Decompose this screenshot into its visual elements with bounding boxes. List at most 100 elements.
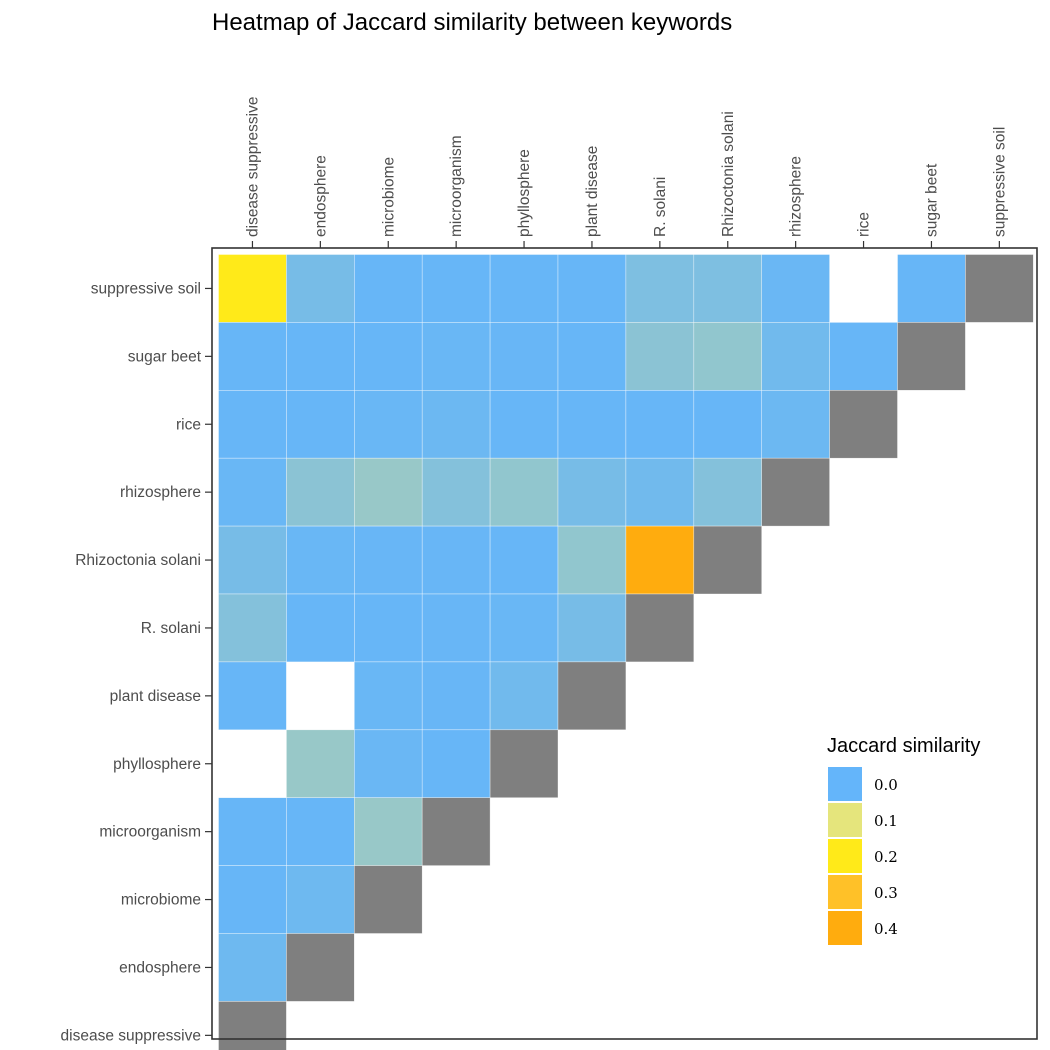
heatmap-cell: [218, 933, 287, 1002]
x-tick-label: Rhizoctonia solani: [720, 111, 737, 237]
heatmap-cell: [489, 457, 559, 527]
heatmap-cell: [353, 525, 423, 595]
x-tick-label: microorganism: [448, 135, 465, 237]
x-tick-label: plant disease: [584, 146, 601, 237]
heatmap-cell: [761, 457, 830, 527]
heatmap-cell: [218, 593, 287, 663]
heatmap-cell: [218, 322, 287, 391]
heatmap-cell: [625, 322, 695, 391]
legend-label: 0.3: [874, 884, 898, 902]
y-tick-label: R. solani: [141, 620, 201, 637]
y-tick-label: microorganism: [99, 824, 201, 841]
heatmap-cell: [625, 457, 695, 527]
heatmap-cell: [489, 254, 559, 323]
heatmap-cell: [286, 593, 355, 663]
heatmap-cell: [286, 389, 355, 459]
heatmap-cell: [693, 254, 762, 323]
x-tick-label: R. solani: [652, 177, 669, 237]
heatmap-cell: [897, 254, 966, 323]
legend-swatch: [828, 803, 862, 837]
heatmap-cell: [625, 389, 695, 459]
heatmap-cell: [353, 593, 423, 663]
heatmap-cell: [286, 797, 355, 866]
legend-swatch: [828, 767, 862, 801]
y-tick-label: rice: [176, 416, 201, 433]
heatmap-cell: [218, 525, 287, 595]
heatmap-cell: [625, 254, 695, 323]
x-tick-label: microbiome: [380, 157, 397, 237]
heatmap-cell: [421, 525, 491, 595]
heatmap-cell: [761, 254, 830, 323]
heatmap-cell: [489, 661, 559, 731]
y-tick-label: phyllosphere: [113, 756, 201, 773]
heatmap-cell: [353, 389, 423, 459]
heatmap-cell: [286, 457, 355, 527]
heatmap-cell: [897, 322, 966, 391]
heatmap-cell: [557, 457, 627, 527]
heatmap-cell: [557, 525, 627, 595]
heatmap-cells: [218, 254, 1034, 1050]
y-tick-label: endosphere: [119, 959, 201, 976]
legend-swatch: [828, 839, 862, 873]
heatmap-cell: [353, 865, 423, 934]
heatmap-cell: [218, 797, 287, 866]
heatmap-cell: [829, 389, 898, 459]
heatmap-cell: [421, 593, 491, 663]
heatmap-cell: [557, 661, 627, 731]
legend-label: 0.4: [874, 920, 898, 938]
y-axis-ticks: suppressive soil sugar beet rice rhizospher…: [61, 280, 212, 1044]
legend-label: 0.2: [874, 848, 898, 866]
heatmap-cell: [489, 525, 559, 595]
heatmap-cell: [761, 322, 830, 391]
heatmap-cell: [421, 457, 491, 527]
heatmap-cell: [489, 593, 559, 663]
heatmap-cell: [353, 254, 423, 323]
legend-title: Jaccard similarity: [827, 735, 980, 757]
heatmap-cell: [286, 729, 355, 798]
heatmap-cell: [421, 389, 491, 459]
heatmap-cell: [625, 593, 695, 663]
heatmap-cell: [693, 525, 762, 595]
heatmap-cell: [353, 797, 423, 866]
heatmap-cell: [965, 254, 1034, 323]
chart-title: Heatmap of Jaccard similarity between ke…: [212, 9, 732, 36]
heatmap-cell: [557, 389, 627, 459]
heatmap-cell: [218, 865, 287, 934]
y-tick-label: rhizosphere: [120, 484, 201, 501]
heatmap-cell: [421, 661, 491, 731]
heatmap-cell: [353, 457, 423, 527]
heatmap-cell: [218, 661, 287, 731]
heatmap-cell: [557, 593, 627, 663]
y-tick-label: sugar beet: [128, 348, 202, 365]
y-tick-label: suppressive soil: [91, 280, 201, 297]
heatmap-cell: [693, 389, 762, 459]
heatmap-cell: [761, 389, 830, 459]
heatmap-cell: [421, 322, 491, 391]
heatmap-cell: [218, 1001, 287, 1050]
heatmap-cell: [353, 661, 423, 731]
heatmap-cell: [625, 525, 695, 595]
plot-border: [211, 247, 1038, 1040]
heatmap-cell: [421, 729, 491, 798]
heatmap-cell: [489, 389, 559, 459]
heatmap-cell: [218, 457, 287, 527]
x-tick-label: rice: [856, 212, 873, 237]
x-tick-label: endosphere: [312, 155, 329, 237]
heatmap-cell: [353, 729, 423, 798]
heatmap-cell: [489, 322, 559, 391]
heatmap-cell: [693, 322, 762, 391]
legend-label: 0.0: [874, 776, 898, 794]
heatmap-cell: [489, 729, 559, 798]
legend-swatch: [828, 875, 862, 909]
heatmap-cell: [286, 933, 355, 1002]
heatmap-cell: [557, 322, 627, 391]
x-tick-label: sugar beet: [923, 163, 940, 237]
heatmap-cell: [286, 525, 355, 595]
legend-label: 0.1: [874, 812, 898, 830]
heatmap-cell: [421, 797, 491, 866]
heatmap-cell: [557, 254, 627, 323]
y-tick-label: Rhizoctonia solani: [75, 552, 201, 569]
legend-swatch: [828, 911, 862, 945]
x-axis-ticks: disease suppressive endosphere microbiome m…: [244, 97, 1008, 248]
